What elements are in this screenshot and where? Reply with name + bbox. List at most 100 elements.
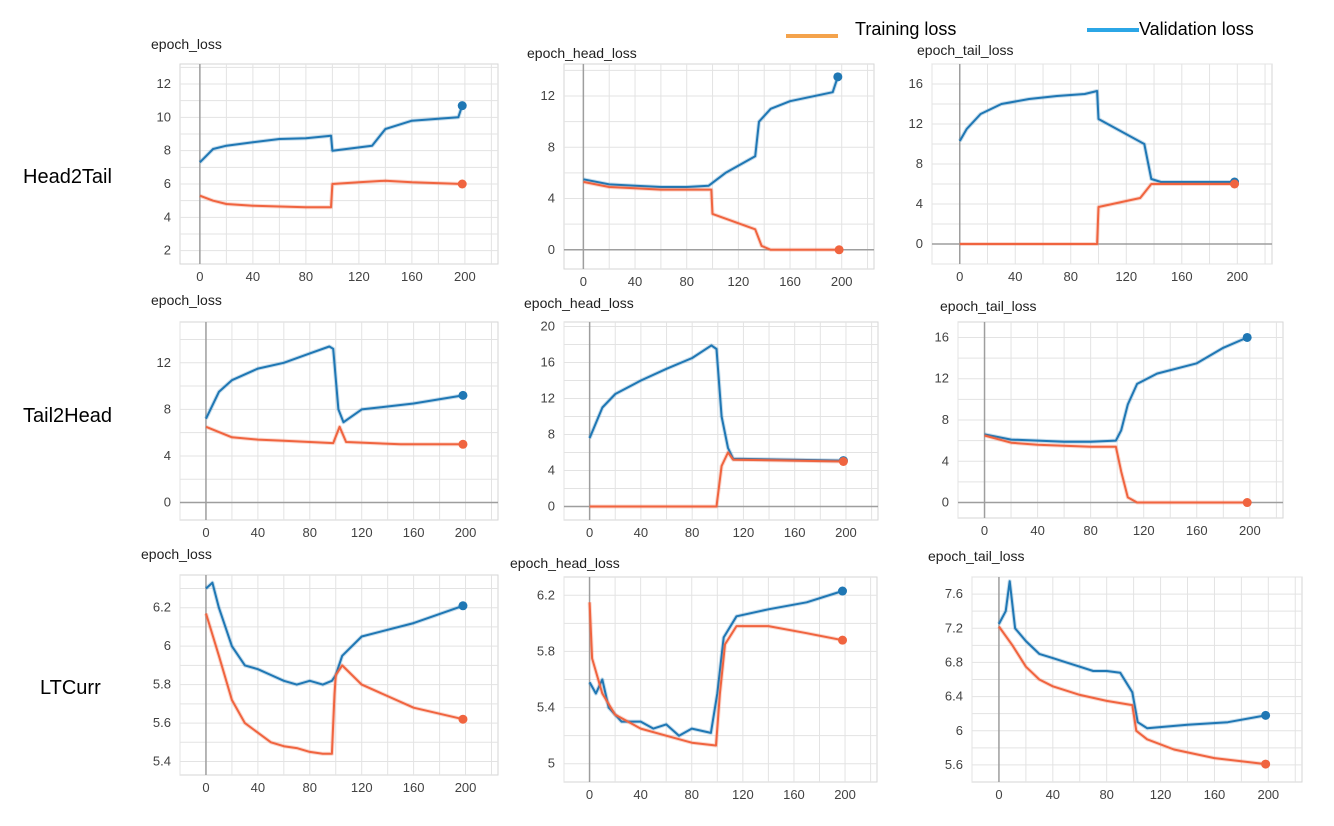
- y-tick-label: 8: [548, 427, 555, 442]
- validation-loss-endpoint: [1261, 710, 1271, 720]
- y-tick-label: 8: [164, 401, 171, 416]
- training-loss-line: [589, 451, 844, 508]
- y-tick-label: 8: [942, 412, 949, 427]
- y-tick-label: 16: [541, 355, 555, 370]
- x-tick-label: 200: [1226, 269, 1248, 284]
- legend-training-swatch: [786, 34, 838, 38]
- x-tick-label: 0: [995, 787, 1002, 802]
- x-tick-label: 120: [1133, 523, 1155, 538]
- x-tick-label: 40: [1030, 523, 1044, 538]
- x-tick-label: 160: [403, 780, 425, 795]
- validation-loss-line: [998, 580, 1266, 730]
- chart-panel-5: 0 40 80 120 160 200 0 4 8 12 16 20: [541, 319, 879, 540]
- chart-panel-3: 0 40 80 120 160 200 0 4 8 12 16: [909, 63, 1273, 284]
- validation-loss-line: [205, 345, 464, 424]
- x-tick-label: 120: [351, 525, 373, 540]
- x-tick-label: 0: [196, 269, 203, 284]
- chart-panel-4: 0 40 80 120 160 200 0 4 8 12: [157, 321, 499, 540]
- x-tick-label: 120: [348, 269, 370, 284]
- x-tick-label: 40: [1008, 269, 1022, 284]
- validation-loss-endpoint: [838, 586, 848, 596]
- y-tick-label: 5.6: [153, 715, 171, 730]
- training-loss-line: [984, 434, 1248, 504]
- x-tick-label: 200: [454, 269, 476, 284]
- training-loss-line: [588, 602, 843, 747]
- chart-panel-8: 0 40 80 120 160 200 5 5.4 5.8 6.2: [537, 576, 878, 802]
- panel-title-2: epoch_head_loss: [527, 45, 637, 61]
- y-tick-label: 0: [164, 495, 171, 510]
- x-tick-label: 200: [1239, 523, 1261, 538]
- x-tick-label: 80: [303, 525, 317, 540]
- plot-frame: [563, 63, 875, 270]
- panel-title-9: epoch_tail_loss: [928, 548, 1025, 564]
- y-tick-label: 4: [164, 209, 171, 224]
- x-tick-label: 160: [784, 525, 806, 540]
- x-tick-label: 0: [202, 780, 209, 795]
- plot-frame: [179, 63, 499, 265]
- plot-frame: [563, 321, 879, 521]
- chart-panel-7: 0 40 80 120 160 200 5.4 5.6 5.8 6 6.2: [153, 574, 499, 795]
- x-tick-label: 40: [251, 780, 265, 795]
- chart-panel-2: 0 40 80 120 160 200 0 4 8 12: [541, 63, 875, 289]
- y-tick-label: 8: [164, 143, 171, 158]
- plot-frame: [179, 321, 499, 521]
- panel-title-5: epoch_head_loss: [524, 295, 634, 311]
- y-tick-label: 12: [157, 355, 171, 370]
- y-tick-label: 5.8: [153, 677, 171, 692]
- training-loss-line: [199, 179, 463, 209]
- y-tick-label: 5.4: [537, 700, 555, 715]
- training-loss-endpoint: [1242, 498, 1252, 508]
- validation-loss-endpoint: [833, 72, 843, 82]
- x-tick-label: 0: [956, 269, 963, 284]
- x-tick-label: 40: [246, 269, 260, 284]
- y-tick-label: 6.4: [945, 689, 963, 704]
- legend-training-label: Training loss: [855, 19, 957, 39]
- training-loss-line: [205, 425, 463, 446]
- validation-loss-line: [199, 105, 464, 164]
- validation-loss-endpoint: [457, 101, 467, 111]
- x-tick-label: 80: [685, 525, 699, 540]
- panel-title-8: epoch_head_loss: [510, 555, 620, 571]
- x-tick-label: 160: [783, 787, 805, 802]
- training-loss-endpoint: [1230, 179, 1240, 189]
- y-tick-label: 5.4: [153, 754, 171, 769]
- y-tick-label: 5.8: [537, 643, 555, 658]
- y-tick-label: 20: [541, 319, 555, 334]
- y-tick-label: 8: [916, 156, 923, 171]
- x-tick-label: 80: [1083, 523, 1097, 538]
- panel-title-3: epoch_tail_loss: [917, 42, 1014, 58]
- y-tick-label: 12: [935, 371, 949, 386]
- x-tick-label: 80: [679, 274, 693, 289]
- y-tick-label: 7.6: [945, 586, 963, 601]
- x-tick-label: 40: [628, 274, 642, 289]
- x-tick-label: 200: [1257, 787, 1279, 802]
- x-tick-label: 80: [1064, 269, 1078, 284]
- x-tick-label: 160: [1186, 523, 1208, 538]
- training-loss-line: [959, 183, 1235, 245]
- training-loss-line: [583, 180, 840, 251]
- y-tick-label: 0: [942, 495, 949, 510]
- x-tick-label: 160: [403, 525, 425, 540]
- y-tick-label: 0: [916, 236, 923, 251]
- x-tick-label: 160: [779, 274, 801, 289]
- row-label-tail2head: Tail2Head: [23, 405, 112, 427]
- panel-title-4: epoch_loss: [151, 292, 222, 308]
- chart-panel-6: 0 40 80 120 160 200 0 4 8 12 16: [935, 321, 1284, 538]
- validation-loss-endpoint: [1242, 332, 1252, 342]
- validation-loss-endpoint: [458, 390, 468, 400]
- y-tick-label: 2: [164, 243, 171, 258]
- y-tick-label: 6: [956, 723, 963, 738]
- panel-title-1: epoch_loss: [151, 36, 222, 52]
- training-loss-line: [998, 625, 1266, 766]
- x-tick-label: 40: [634, 525, 648, 540]
- validation-loss-line: [588, 344, 844, 462]
- y-tick-label: 4: [548, 191, 555, 206]
- validation-loss-line: [205, 581, 464, 686]
- y-tick-label: 6.2: [153, 600, 171, 615]
- y-tick-label: 12: [909, 116, 923, 131]
- x-tick-label: 80: [299, 269, 313, 284]
- training-loss-endpoint: [838, 457, 848, 466]
- y-tick-label: 12: [541, 391, 555, 406]
- x-tick-label: 120: [351, 780, 373, 795]
